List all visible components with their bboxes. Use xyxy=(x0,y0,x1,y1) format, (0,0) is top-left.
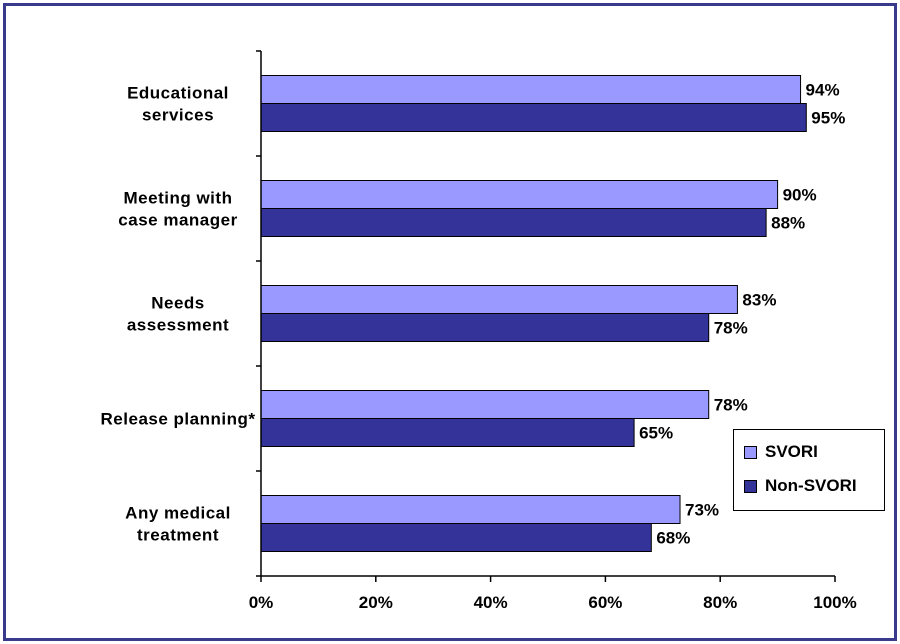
bar-value-label-svori-4: 73% xyxy=(685,501,719,520)
chart-frame: 94% 95% Educational services 90% 88% Meeting w… xyxy=(3,3,897,641)
legend-item-non-svori: Non-SVORI xyxy=(744,476,857,496)
bar-value-label-svori-1: 90% xyxy=(783,186,817,205)
bar-svori-2 xyxy=(260,285,738,314)
bar-chart: 94% 95% Educational services 90% 88% Meeting w… xyxy=(101,50,857,612)
legend-label-svori: SVORI xyxy=(765,442,818,461)
category-label-2-0: Needs xyxy=(151,294,205,313)
category-label-0-1: services xyxy=(142,106,214,125)
bar-svori-3 xyxy=(260,390,710,419)
category-label-1-1: case manager xyxy=(118,211,237,230)
bar-svori-1 xyxy=(260,180,779,209)
legend-swatch-non-svori xyxy=(744,479,757,493)
category-label-2-1: assessment xyxy=(127,316,229,335)
category-label-0-0: Educational xyxy=(127,84,229,103)
x-tick-label-4: 80% xyxy=(703,593,737,612)
x-tick-label-2: 40% xyxy=(474,593,508,612)
bar-value-label-svori-0: 94% xyxy=(806,81,840,100)
legend-label-non-svori: Non-SVORI xyxy=(765,476,857,495)
bar-non-svori-4 xyxy=(260,523,652,552)
bar-value-label-non-svori-3: 65% xyxy=(639,424,673,443)
bar-non-svori-2 xyxy=(260,313,710,342)
bar-value-label-svori-2: 83% xyxy=(742,291,776,310)
category-label-1-0: Meeting with xyxy=(124,189,233,208)
bar-non-svori-1 xyxy=(260,208,767,237)
legend-swatch-svori xyxy=(744,445,757,459)
bar-value-label-non-svori-0: 95% xyxy=(811,109,845,128)
x-tick-label-1: 20% xyxy=(359,593,393,612)
legend: SVORI Non-SVORI xyxy=(733,429,885,511)
bar-non-svori-3 xyxy=(260,418,635,447)
bar-svori-0 xyxy=(260,75,802,104)
bar-svori-4 xyxy=(260,495,681,524)
category-label-3-0: Release planning* xyxy=(101,410,256,429)
x-tick-label-3: 60% xyxy=(588,593,622,612)
category-label-4-0: Any medical xyxy=(125,504,231,523)
bar-value-label-non-svori-1: 88% xyxy=(771,214,805,233)
category-label-4-1: treatment xyxy=(137,526,219,545)
bar-value-label-non-svori-4: 68% xyxy=(656,529,690,548)
x-tick-label-5: 100% xyxy=(813,593,856,612)
legend-item-svori: SVORI xyxy=(744,442,818,462)
bar-value-label-non-svori-2: 78% xyxy=(714,319,748,338)
bar-value-label-svori-3: 78% xyxy=(714,396,748,415)
x-tick-label-0: 0% xyxy=(249,593,274,612)
bar-non-svori-0 xyxy=(260,103,807,132)
